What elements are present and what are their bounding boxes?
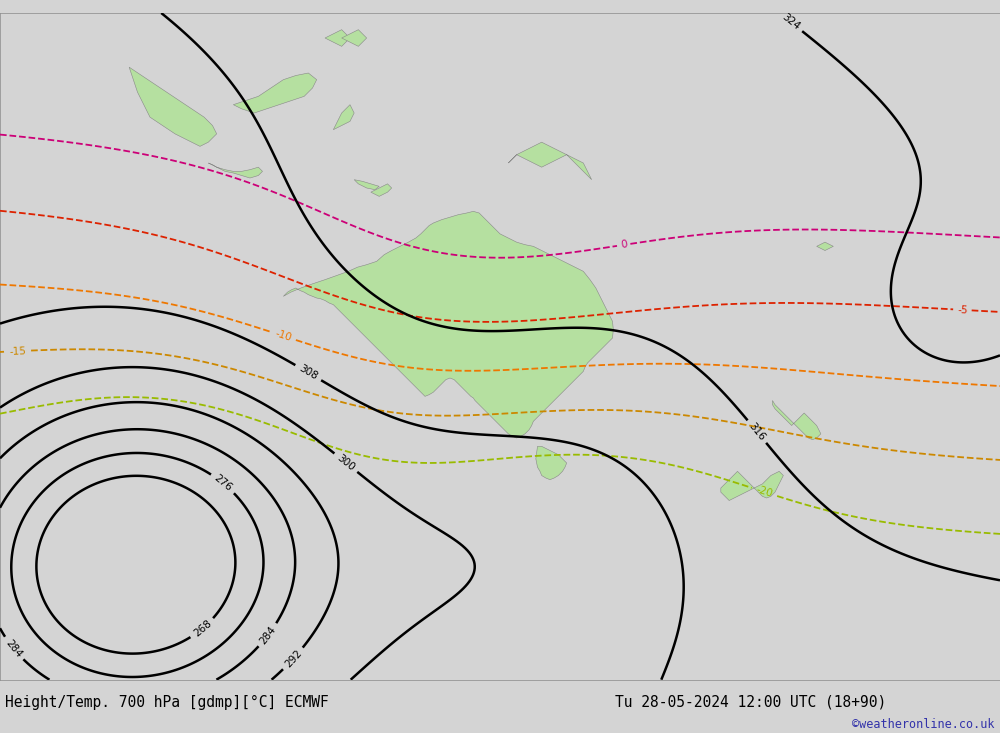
Text: 284: 284 xyxy=(258,625,278,646)
Text: 0: 0 xyxy=(620,240,628,251)
Text: 284: 284 xyxy=(3,638,24,659)
Polygon shape xyxy=(283,211,613,438)
Polygon shape xyxy=(342,29,367,46)
Polygon shape xyxy=(129,67,217,147)
Polygon shape xyxy=(508,142,592,180)
Text: 300: 300 xyxy=(335,452,357,473)
Text: 276: 276 xyxy=(212,473,234,493)
Text: ©weatheronline.co.uk: ©weatheronline.co.uk xyxy=(852,718,995,731)
Text: 292: 292 xyxy=(283,648,304,669)
Polygon shape xyxy=(721,471,783,501)
Polygon shape xyxy=(817,242,833,251)
Text: -20: -20 xyxy=(755,485,774,499)
Polygon shape xyxy=(536,446,567,479)
Text: Tu 28-05-2024 12:00 UTC (18+90): Tu 28-05-2024 12:00 UTC (18+90) xyxy=(615,695,886,710)
Text: Height/Temp. 700 hPa [gdmp][°C] ECMWF: Height/Temp. 700 hPa [gdmp][°C] ECMWF xyxy=(5,695,329,710)
Text: -5: -5 xyxy=(957,305,968,315)
Polygon shape xyxy=(371,184,392,196)
Text: 316: 316 xyxy=(747,421,767,443)
Text: 308: 308 xyxy=(297,364,319,382)
Polygon shape xyxy=(325,29,350,46)
Polygon shape xyxy=(233,73,317,113)
Text: 268: 268 xyxy=(192,618,213,638)
Text: -15: -15 xyxy=(9,346,26,356)
Polygon shape xyxy=(773,400,821,440)
Polygon shape xyxy=(208,163,263,178)
Polygon shape xyxy=(354,180,379,190)
Polygon shape xyxy=(333,105,354,130)
Text: 324: 324 xyxy=(780,12,801,32)
Text: -10: -10 xyxy=(274,328,293,343)
